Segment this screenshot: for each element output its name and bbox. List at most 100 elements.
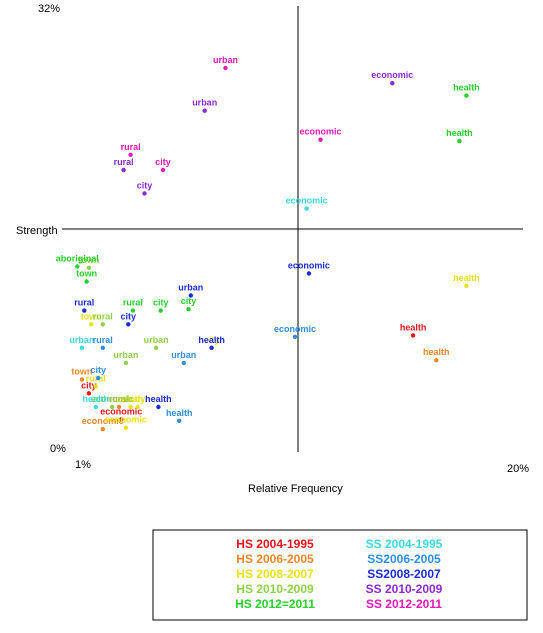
point-label: town (71, 367, 92, 377)
data-point (410, 333, 416, 338)
point-label: town (81, 311, 102, 321)
point-label: city (155, 157, 171, 167)
point-label: urban (213, 55, 238, 65)
data-point (89, 322, 94, 327)
data-point (181, 360, 186, 366)
y-axis-title: Strength (16, 225, 58, 237)
y-max-label: 32% (38, 3, 60, 15)
data-point (96, 375, 101, 381)
point-label: urban (118, 394, 143, 404)
data-point (130, 308, 136, 313)
point-label: city (181, 296, 197, 306)
data-point (186, 307, 191, 312)
legend-entry: SS 2012-2011 (366, 597, 442, 611)
point-label: health (453, 273, 480, 283)
point-label: aboriginal (56, 254, 99, 264)
data-point (121, 167, 126, 173)
point-label: economic (299, 127, 341, 137)
data-point (464, 93, 469, 98)
point-label: health (400, 322, 427, 332)
point-label: city (121, 311, 137, 321)
data-point (123, 360, 129, 366)
point-label: town (78, 255, 99, 265)
point-label: economic (286, 196, 328, 206)
data-point (93, 384, 99, 389)
data-point (116, 404, 122, 410)
data-point (160, 167, 166, 173)
point-label: city (90, 365, 106, 375)
point-label: city (130, 394, 146, 404)
y-min-label: 0% (50, 443, 66, 455)
data-point (306, 271, 312, 276)
data-point (126, 322, 131, 327)
point-label: rural (121, 142, 141, 152)
data-point (100, 345, 106, 350)
data-point (142, 191, 147, 196)
point-label: economic (288, 260, 330, 270)
point-label: rural (123, 298, 143, 308)
data-point (153, 345, 159, 350)
data-point (390, 81, 395, 86)
data-points: cityeconomichealthtownruraleconomichealt… (56, 55, 480, 432)
data-point (75, 264, 80, 269)
point-label: rural (114, 157, 134, 167)
legend-box (152, 529, 528, 621)
point-label: health (446, 128, 473, 138)
data-point (100, 426, 106, 432)
point-label: health (83, 394, 110, 404)
point-label: economic (91, 394, 133, 404)
data-point (119, 417, 124, 422)
data-point (177, 418, 182, 423)
legend-entry: SS 2004-1995 (366, 537, 443, 551)
point-label: urban (69, 335, 94, 345)
point-label: rural (74, 298, 94, 308)
point-label: economic (105, 415, 147, 425)
data-point (100, 322, 106, 327)
data-point (128, 152, 133, 157)
legend-entry: SS2006-2005 (367, 552, 441, 566)
point-label: urban (171, 350, 196, 360)
legend-entry: HS 2012=2011 (235, 597, 315, 611)
data-point (209, 345, 214, 350)
point-label: health (166, 408, 193, 418)
data-point (156, 404, 161, 410)
point-label: city (204, 335, 220, 345)
legend-entry: SS 2010-2009 (366, 582, 443, 596)
point-label: economic (82, 416, 124, 426)
point-label: economic (371, 70, 413, 80)
point-label: rural (86, 373, 106, 383)
data-point (86, 265, 92, 270)
data-point (79, 345, 85, 350)
point-label: rural (93, 311, 113, 321)
x-min-label: 1% (75, 459, 91, 471)
point-label: rural (93, 335, 113, 345)
point-label: city (153, 298, 169, 308)
data-point (109, 404, 115, 410)
legend-entry: HS 2010-2009 (236, 582, 314, 596)
data-point (434, 358, 439, 363)
x-max-label: 20% (507, 463, 529, 475)
data-point (188, 293, 193, 298)
legend-entry: HS 2008-2007 (236, 567, 314, 581)
point-label: urban (178, 282, 203, 292)
point-label: economic (100, 406, 142, 416)
axes: 32% Strength 0% 1% 20% Relative Frequenc… (16, 3, 529, 495)
data-point (128, 404, 133, 410)
point-label: health (453, 83, 480, 93)
x-axis-title: Relative Frequency (248, 483, 343, 495)
point-label: city (137, 180, 153, 190)
point-label: health (145, 394, 172, 404)
data-point (84, 279, 89, 284)
data-point (318, 137, 323, 142)
data-point (223, 65, 228, 71)
data-point (79, 377, 85, 382)
point-label: urban (113, 350, 138, 360)
point-label: health (423, 347, 450, 357)
point-label: rural (109, 394, 129, 404)
data-point (158, 308, 163, 313)
data-point (457, 138, 462, 144)
data-point (202, 108, 207, 113)
data-point (292, 334, 298, 339)
data-point (82, 308, 87, 313)
